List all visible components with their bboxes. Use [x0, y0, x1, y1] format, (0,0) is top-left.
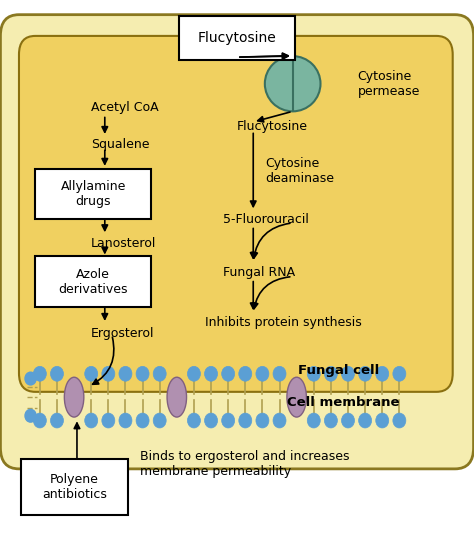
Circle shape [273, 366, 286, 381]
Circle shape [222, 366, 235, 381]
Circle shape [25, 410, 36, 422]
FancyBboxPatch shape [35, 256, 151, 307]
Circle shape [102, 413, 115, 428]
Text: Binds to ergosterol and increases
membrane permeability: Binds to ergosterol and increases membra… [139, 450, 349, 477]
Text: Azole
derivatives: Azole derivatives [58, 268, 128, 296]
Text: Cytosine
permease: Cytosine permease [357, 70, 420, 98]
Text: Squalene: Squalene [91, 138, 149, 151]
Text: 5-Fluorouracil: 5-Fluorouracil [223, 213, 309, 226]
Circle shape [273, 413, 286, 428]
FancyBboxPatch shape [35, 169, 151, 219]
Circle shape [256, 413, 269, 428]
Text: Flucytosine: Flucytosine [198, 31, 276, 45]
Circle shape [239, 366, 252, 381]
Circle shape [324, 366, 337, 381]
Circle shape [376, 413, 389, 428]
Text: Cytosine
deaminase: Cytosine deaminase [265, 158, 334, 185]
Circle shape [205, 366, 218, 381]
Circle shape [376, 366, 389, 381]
Circle shape [239, 413, 252, 428]
Circle shape [102, 366, 115, 381]
Text: Polyene
antibiotics: Polyene antibiotics [42, 473, 107, 501]
Circle shape [393, 366, 406, 381]
Circle shape [187, 366, 201, 381]
Text: Fungal RNA: Fungal RNA [223, 266, 295, 279]
Circle shape [222, 413, 235, 428]
FancyBboxPatch shape [21, 459, 128, 515]
Circle shape [205, 413, 218, 428]
Ellipse shape [167, 377, 187, 417]
Text: Cell membrane: Cell membrane [287, 396, 400, 409]
Text: Ergosterol: Ergosterol [91, 327, 155, 340]
Ellipse shape [287, 377, 306, 417]
Text: Acetyl CoA: Acetyl CoA [91, 101, 158, 114]
Text: Inhibits protein synthesis: Inhibits protein synthesis [204, 316, 361, 329]
Text: Flucytosine: Flucytosine [237, 120, 308, 133]
Circle shape [187, 413, 201, 428]
Circle shape [359, 366, 372, 381]
Circle shape [119, 366, 132, 381]
Circle shape [153, 366, 166, 381]
Circle shape [324, 413, 337, 428]
FancyBboxPatch shape [179, 16, 295, 60]
Circle shape [85, 366, 98, 381]
Circle shape [50, 413, 64, 428]
Text: Allylamine
drugs: Allylamine drugs [61, 180, 126, 208]
Circle shape [393, 413, 406, 428]
Circle shape [341, 366, 355, 381]
Circle shape [136, 366, 149, 381]
FancyBboxPatch shape [19, 36, 453, 392]
Ellipse shape [265, 56, 320, 112]
Circle shape [153, 413, 166, 428]
Text: Fungal cell: Fungal cell [299, 364, 380, 377]
Circle shape [341, 413, 355, 428]
Circle shape [33, 366, 46, 381]
Circle shape [33, 413, 46, 428]
Circle shape [25, 372, 36, 385]
Text: Lanosterol: Lanosterol [91, 237, 156, 249]
Circle shape [136, 413, 149, 428]
Circle shape [119, 413, 132, 428]
Circle shape [359, 413, 372, 428]
Circle shape [307, 413, 320, 428]
Circle shape [256, 366, 269, 381]
Circle shape [85, 413, 98, 428]
FancyBboxPatch shape [0, 14, 474, 469]
Ellipse shape [64, 377, 84, 417]
Circle shape [307, 366, 320, 381]
Circle shape [50, 366, 64, 381]
